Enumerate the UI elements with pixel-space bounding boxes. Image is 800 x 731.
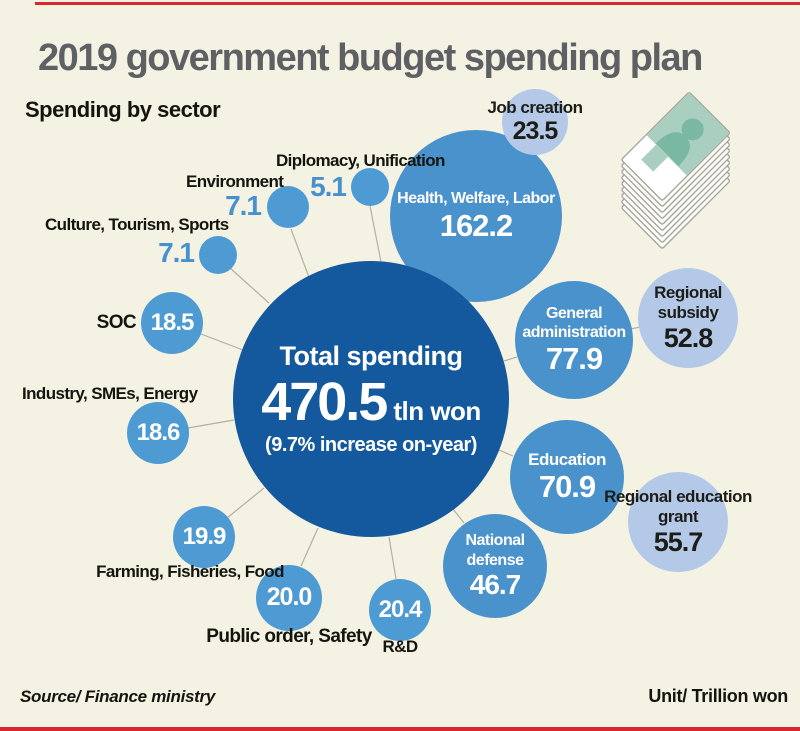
bubble-education: Education 70.9 <box>510 420 624 534</box>
bubble-label: Education <box>528 449 606 469</box>
bubble-label: Regional education grant <box>604 486 752 527</box>
label-soc: SOC <box>96 312 137 333</box>
bubble-label: National defense <box>465 532 525 569</box>
label-rnd: R&D <box>382 637 418 656</box>
bubble-value: 18.5 <box>150 308 195 336</box>
bubble-value: 18.6 <box>136 418 181 446</box>
value-diplomacy-unification: 5.1 <box>310 171 347 202</box>
bubble-rnd: 20.4 <box>369 579 431 641</box>
bubble-value: 46.7 <box>469 568 521 600</box>
bubble-value: 23.5 <box>512 117 559 146</box>
label-industry-smes-energy: Industry, SMEs, Energy <box>22 384 198 403</box>
bubble-regional-education-grant: Regional education grant 55.7 <box>604 472 752 572</box>
total-spending-value: 470.5 <box>261 371 388 432</box>
top-accent-rule <box>35 2 800 5</box>
money-stack-icon <box>621 92 730 249</box>
bubble-farming-fisheries-food: 19.9 <box>173 506 235 568</box>
bubble-label: Job creation <box>487 98 583 118</box>
total-spending-unit: tln won <box>393 395 481 426</box>
total-spending-bubble: Total spending 470.5 tln won (9.7% incre… <box>233 261 509 537</box>
bubble-environment <box>267 186 309 228</box>
bubble-regional-subsidy: Regional subsidy 52.8 <box>638 268 738 368</box>
bubble-public-order-safety: 20.0 <box>256 565 322 631</box>
label-farming-fisheries-food: Farming, Fisheries, Food <box>96 562 284 581</box>
bubble-culture-tourism-sports <box>199 236 237 274</box>
bubble-value: 162.2 <box>439 207 514 243</box>
label-diplomacy-unification: Diplomacy, Unification <box>276 151 445 170</box>
label-environment: Environment <box>186 172 284 191</box>
bubble-value: 77.9 <box>545 341 603 377</box>
bubble-label: Health, Welfare, Labor <box>397 190 555 208</box>
bubble-label: General administration <box>522 304 626 341</box>
bubble-value: 52.8 <box>663 322 714 353</box>
value-culture-tourism-sports: 7.1 <box>158 237 195 268</box>
bubble-health-welfare-labor: Health, Welfare, Labor 162.2 <box>390 130 562 302</box>
bubble-job-creation: Job creation 23.5 <box>487 89 583 155</box>
bubble-general-administration: General administration 77.9 <box>515 281 633 399</box>
bubble-national-defense: National defense 46.7 <box>443 514 547 618</box>
bubble-value: 20.4 <box>378 595 423 623</box>
bubble-soc: 18.5 <box>141 292 203 354</box>
bubble-diplomacy-unification <box>351 168 389 206</box>
bubble-value: 70.9 <box>538 469 596 505</box>
source-credit: Source/ Finance ministry <box>20 687 215 706</box>
section-label: Spending by sector <box>25 97 221 122</box>
bottom-accent-rule <box>0 727 800 731</box>
total-spending-note: (9.7% increase on-year) <box>265 434 477 457</box>
unit-note: Unit/ Trillion won <box>648 686 788 706</box>
total-spending-value-row: 470.5 tln won <box>261 371 481 432</box>
label-public-order-safety: Public order, Safety <box>206 626 372 647</box>
bubble-value: 55.7 <box>653 526 704 557</box>
bubble-value: 19.9 <box>182 522 227 550</box>
page-title: 2019 government budget spending plan <box>38 37 703 80</box>
value-environment: 7.1 <box>225 190 262 221</box>
label-culture-tourism-sports: Culture, Tourism, Sports <box>45 215 229 234</box>
bubble-industry-smes-energy: 18.6 <box>127 402 189 464</box>
total-spending-label: Total spending <box>279 340 464 371</box>
bubble-label: Regional subsidy <box>654 282 722 323</box>
bubble-value: 20.0 <box>266 583 313 612</box>
